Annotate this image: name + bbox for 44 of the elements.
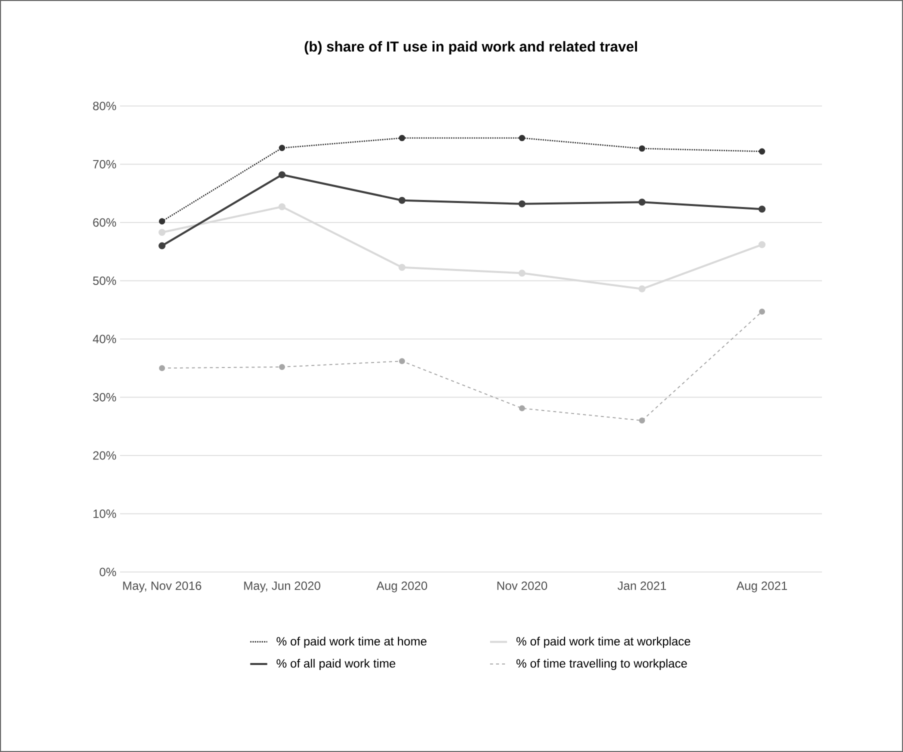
point — [638, 198, 646, 206]
legend-label: % of paid work time at workplace — [516, 636, 690, 648]
point — [518, 200, 526, 208]
legend-label: % of time travelling to workplace — [516, 658, 687, 670]
y-tick-label: 30% — [93, 393, 116, 402]
y-tick-label: 50% — [93, 276, 116, 285]
point — [398, 264, 406, 271]
point — [398, 196, 406, 204]
point — [398, 134, 406, 142]
point — [279, 364, 286, 370]
point — [278, 144, 286, 152]
point — [759, 308, 766, 315]
y-tick-label: 10% — [93, 510, 116, 518]
y-tick-label: 40% — [92, 334, 116, 344]
x-tick-label: Aug 2020 — [376, 582, 428, 592]
point — [518, 134, 526, 142]
y-tick-label: 80% — [93, 102, 116, 110]
point — [159, 365, 166, 372]
x-tick-label: May, Jun 2020 — [244, 582, 320, 592]
x-tick-label: Aug 2021 — [736, 582, 787, 592]
point — [518, 270, 526, 277]
point — [758, 206, 766, 213]
legend-label: % of paid work time at home — [276, 636, 426, 648]
chart-title: (b) share of IT use in paid work and related travel — [304, 41, 637, 55]
point — [278, 203, 286, 210]
point — [519, 405, 526, 412]
point — [758, 241, 766, 248]
point — [638, 285, 646, 292]
point — [278, 171, 286, 178]
y-tick-label: 70% — [93, 160, 116, 168]
x-tick-label: Jan 2021 — [618, 582, 666, 590]
y-tick-label: 20% — [93, 451, 116, 460]
point — [639, 418, 646, 424]
x-tick-label: Nov 2020 — [497, 582, 548, 590]
point — [399, 358, 406, 364]
point — [158, 228, 166, 236]
legend-label: % of all paid work time — [276, 658, 396, 670]
point — [158, 242, 166, 250]
point — [638, 145, 646, 152]
y-tick-label: 60% — [93, 218, 116, 227]
y-tick-label: 0% — [100, 568, 116, 576]
x-tick-label: May, Nov 2016 — [123, 582, 202, 592]
point — [758, 148, 766, 155]
point — [158, 218, 166, 224]
